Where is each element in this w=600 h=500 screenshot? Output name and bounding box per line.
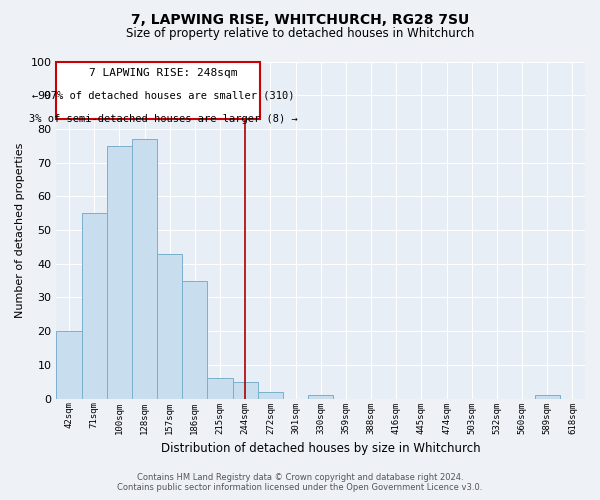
Bar — [258, 392, 283, 398]
Bar — [157, 254, 182, 398]
Bar — [182, 280, 208, 398]
Text: 3% of semi-detached houses are larger (8) →: 3% of semi-detached houses are larger (8… — [29, 114, 298, 124]
Bar — [208, 378, 233, 398]
Bar — [233, 382, 258, 398]
Text: Size of property relative to detached houses in Whitchurch: Size of property relative to detached ho… — [126, 28, 474, 40]
Bar — [132, 139, 157, 398]
Y-axis label: Number of detached properties: Number of detached properties — [15, 142, 25, 318]
Bar — [82, 213, 107, 398]
Bar — [535, 396, 560, 398]
Text: 7, LAPWING RISE, WHITCHURCH, RG28 7SU: 7, LAPWING RISE, WHITCHURCH, RG28 7SU — [131, 12, 469, 26]
Bar — [107, 146, 132, 399]
Bar — [56, 331, 82, 398]
Text: Contains HM Land Registry data © Crown copyright and database right 2024.
Contai: Contains HM Land Registry data © Crown c… — [118, 473, 482, 492]
X-axis label: Distribution of detached houses by size in Whitchurch: Distribution of detached houses by size … — [161, 442, 481, 455]
Text: ← 97% of detached houses are smaller (310): ← 97% of detached houses are smaller (31… — [32, 90, 295, 100]
FancyBboxPatch shape — [56, 62, 260, 119]
Text: 7 LAPWING RISE: 248sqm: 7 LAPWING RISE: 248sqm — [89, 68, 238, 78]
Bar — [308, 396, 333, 398]
